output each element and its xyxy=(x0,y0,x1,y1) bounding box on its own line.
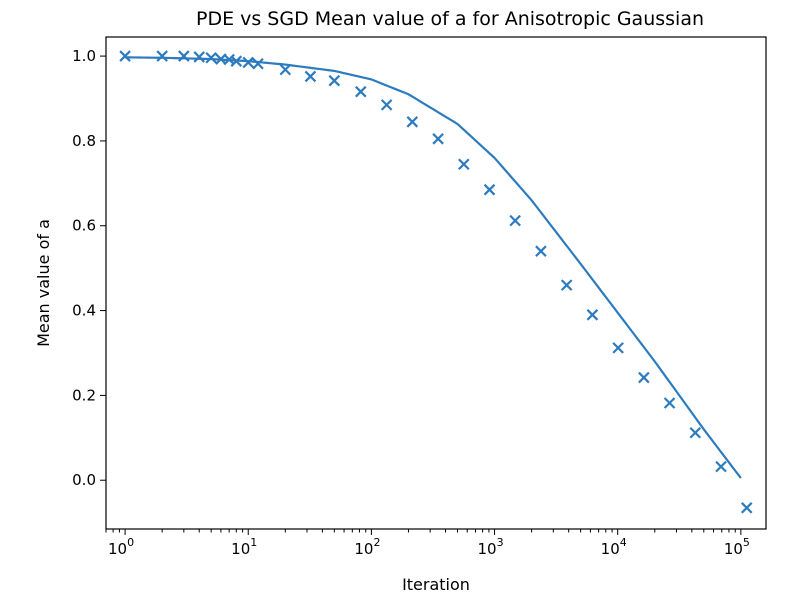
sgd-marker-point xyxy=(715,460,727,473)
sgd-marker-point xyxy=(354,85,367,98)
x-tick-label: 100 xyxy=(108,536,134,558)
sgd-marker-point xyxy=(205,52,217,64)
sgd-marker-point xyxy=(740,502,753,514)
sgd-marker-point xyxy=(638,371,650,384)
sgd-marker-point xyxy=(535,245,547,257)
x-tick-label: 101 xyxy=(231,536,257,558)
y-tick-label: 0.4 xyxy=(72,302,96,320)
y-tick-label: 0.2 xyxy=(72,386,96,404)
sgd-marker-point xyxy=(458,158,470,171)
sgd-marker-point xyxy=(663,397,676,409)
sgd-marker-point xyxy=(406,116,419,128)
sgd-marker-point xyxy=(509,214,521,227)
chart-title: PDE vs SGD Mean value of a for Anisotrop… xyxy=(196,8,704,30)
sgd-marker-point xyxy=(432,133,444,145)
x-tick-label: 103 xyxy=(478,536,504,558)
sgd-marker-point xyxy=(304,70,317,83)
y-tick-label: 0.0 xyxy=(72,471,96,489)
y-tick-label: 0.8 xyxy=(72,132,96,150)
sgd-marker-point xyxy=(328,74,341,87)
sgd-marker-point xyxy=(483,183,496,196)
sgd-marker-point xyxy=(252,57,264,70)
sgd-marker-point xyxy=(279,63,292,76)
sgd-marker-point xyxy=(612,342,624,354)
pde-curve-line xyxy=(125,56,742,479)
x-axis-label: Iteration xyxy=(402,575,470,594)
plot-frame xyxy=(105,36,767,530)
sgd-marker-point xyxy=(689,426,702,439)
sgd-marker-point xyxy=(178,50,190,62)
sgd-marker-point xyxy=(193,51,206,63)
sgd-marker-point xyxy=(119,50,131,62)
plot-area xyxy=(119,50,753,514)
y-axis-label: Mean value of a xyxy=(34,219,53,347)
sgd-marker-point xyxy=(242,56,255,69)
x-tick-label: 104 xyxy=(601,536,627,558)
sgd-marker-point xyxy=(156,50,168,62)
sgd-marker-point xyxy=(586,309,599,321)
sgd-marker-point xyxy=(230,55,243,67)
y-tick-label: 0.6 xyxy=(72,217,96,235)
sgd-marker-point xyxy=(560,279,573,291)
x-axis-ticks: 100 101 102 103 104 105 xyxy=(105,529,750,558)
x-tick-label: 105 xyxy=(724,536,750,558)
sgd-marker-point xyxy=(380,99,393,111)
x-tick-label: 102 xyxy=(354,536,380,558)
y-tick-label: 1.0 xyxy=(72,47,96,65)
y-axis-ticks: 0.0 0.2 0.4 0.6 0.8 1.0 xyxy=(72,47,106,489)
